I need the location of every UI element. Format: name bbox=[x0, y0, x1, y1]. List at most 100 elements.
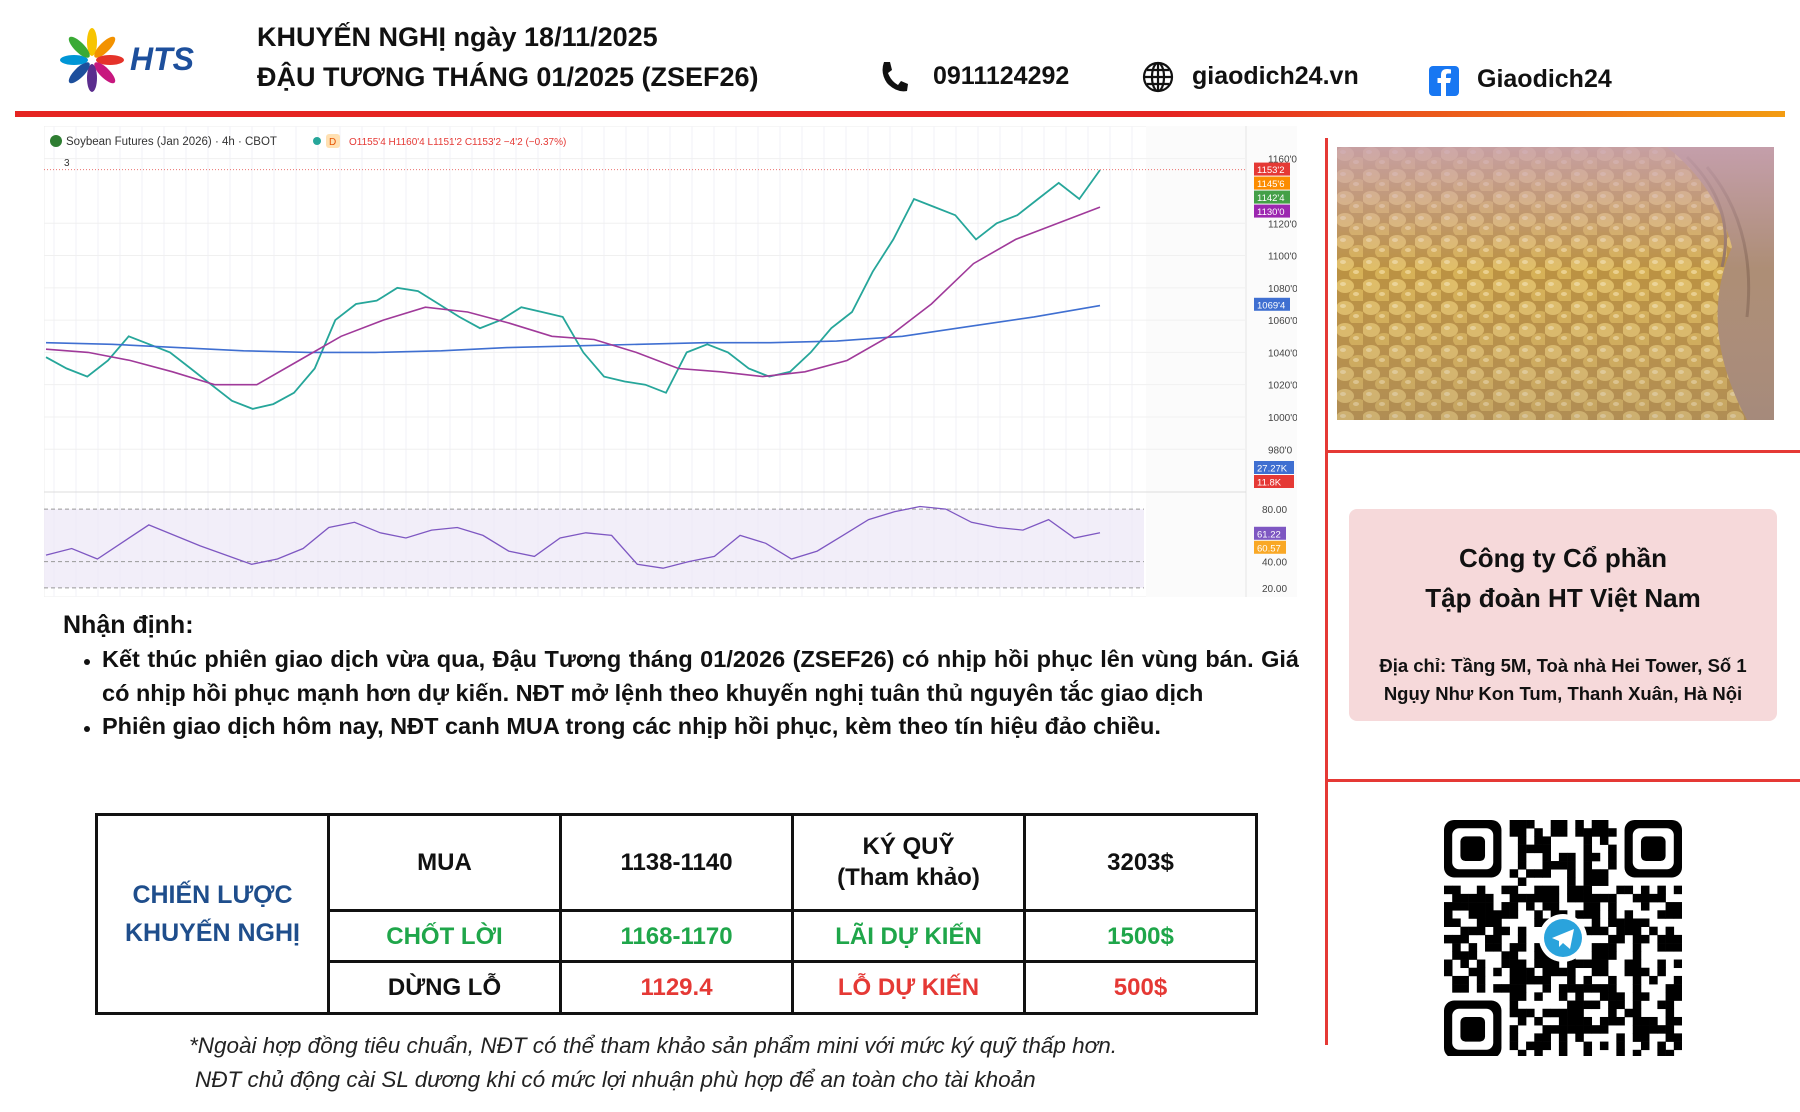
qr-module bbox=[1567, 861, 1576, 870]
qr-module bbox=[1567, 852, 1576, 862]
qr-module bbox=[1608, 910, 1617, 919]
qr-module bbox=[1591, 1000, 1601, 1010]
qr-module bbox=[1542, 844, 1551, 854]
qr-module bbox=[1665, 1008, 1675, 1018]
qr-module bbox=[1476, 910, 1486, 919]
qr-module bbox=[1583, 926, 1593, 936]
cell: LỖ DỰ KIẾN bbox=[791, 960, 1026, 1015]
qr-module bbox=[1542, 1033, 1551, 1042]
qr-module bbox=[1534, 992, 1543, 1001]
qr-module bbox=[1526, 844, 1535, 854]
qr-module bbox=[1665, 934, 1675, 944]
qr-module bbox=[1485, 943, 1494, 952]
qr-module bbox=[1517, 820, 1527, 829]
qr-module bbox=[1534, 828, 1543, 837]
qr-module bbox=[1673, 1041, 1682, 1051]
qr-module bbox=[1673, 984, 1682, 993]
qr-module bbox=[1673, 910, 1682, 919]
qr-module bbox=[1526, 893, 1535, 903]
qr-module bbox=[1558, 967, 1568, 977]
qr-module bbox=[1624, 967, 1634, 977]
qr-module bbox=[1575, 1000, 1584, 1010]
side-divider bbox=[1326, 779, 1800, 782]
qr-module bbox=[1575, 885, 1584, 895]
qr-module bbox=[1608, 902, 1617, 911]
qr-module bbox=[1460, 934, 1469, 944]
qr-module bbox=[1583, 902, 1593, 911]
qr-module bbox=[1567, 877, 1576, 886]
qr-module bbox=[1640, 934, 1650, 944]
qr-module bbox=[1517, 992, 1527, 1001]
y-tick-label: 1160'0 bbox=[1268, 155, 1297, 166]
qr-module bbox=[1608, 934, 1617, 944]
rsi-tick-label: 20.00 bbox=[1262, 584, 1287, 595]
qr-module bbox=[1468, 967, 1478, 977]
qr-module bbox=[1673, 975, 1682, 985]
qr-module bbox=[1632, 984, 1642, 993]
qr-module bbox=[1567, 984, 1576, 993]
qr-module bbox=[1501, 902, 1510, 911]
qr-module bbox=[1444, 967, 1453, 977]
qr-module bbox=[1583, 1016, 1593, 1026]
qr-module bbox=[1517, 861, 1527, 870]
qr-module bbox=[1665, 943, 1675, 952]
qr-module bbox=[1452, 918, 1461, 927]
qr-module bbox=[1534, 893, 1543, 903]
chart-title: Soybean Futures (Jan 2026) · 4h · CBOT bbox=[66, 136, 277, 148]
qr-module bbox=[1673, 885, 1682, 895]
qr-module bbox=[1649, 1025, 1658, 1034]
qr-module bbox=[1444, 959, 1453, 969]
qr-module bbox=[1649, 975, 1658, 985]
qr-module bbox=[1616, 1016, 1625, 1026]
qr-module bbox=[1444, 902, 1453, 911]
qr-module bbox=[1673, 902, 1682, 911]
qr-module bbox=[1640, 885, 1650, 895]
qr-module bbox=[1509, 984, 1519, 993]
qr-module bbox=[1485, 910, 1494, 919]
y-tick-label: 1060'0 bbox=[1268, 316, 1297, 327]
qr-module bbox=[1501, 910, 1510, 919]
qr-module bbox=[1599, 1016, 1609, 1026]
rsi-line bbox=[45, 505, 1101, 569]
qr-module bbox=[1567, 1008, 1576, 1018]
qr-module bbox=[1632, 926, 1642, 936]
qr-module bbox=[1599, 926, 1609, 936]
qr-module bbox=[1485, 893, 1494, 903]
qr-module bbox=[1509, 1025, 1519, 1034]
qr-module bbox=[1460, 893, 1469, 903]
price-label-box bbox=[1254, 204, 1290, 218]
qr-module bbox=[1558, 984, 1568, 993]
ohlc: O1155'4 H1160'4 L1151'2 C1153'2 −4'2 (−0… bbox=[349, 137, 566, 148]
qr-module bbox=[1599, 877, 1609, 886]
analysis-list: Kết thúc phiên giao dịch vừa qua, Đậu Tư… bbox=[80, 643, 1299, 744]
qr-module bbox=[1517, 1049, 1527, 1056]
qr-finder bbox=[1640, 836, 1666, 862]
qr-module bbox=[1665, 1016, 1675, 1026]
price-label: 1145'6 bbox=[1257, 179, 1285, 190]
qr-module bbox=[1542, 1008, 1551, 1018]
qr-module bbox=[1493, 943, 1502, 952]
qr-code bbox=[1444, 820, 1682, 1056]
qr-module bbox=[1444, 918, 1453, 927]
qr-module bbox=[1476, 959, 1486, 969]
qr-module bbox=[1624, 959, 1634, 969]
qr-module bbox=[1550, 893, 1560, 903]
qr-module bbox=[1599, 992, 1609, 1001]
qr-module bbox=[1542, 1025, 1551, 1034]
qr-module bbox=[1542, 984, 1551, 993]
qr-module bbox=[1468, 943, 1478, 952]
qr-module bbox=[1517, 967, 1527, 977]
qr-module bbox=[1575, 910, 1584, 919]
qr-module bbox=[1583, 1025, 1593, 1034]
qr-module bbox=[1509, 1041, 1519, 1051]
footnote: *Ngoài hợp đồng tiêu chuẩn, NĐT có thể t… bbox=[189, 1033, 1118, 1058]
qr-module bbox=[1583, 1000, 1593, 1010]
qr-module bbox=[1558, 1008, 1568, 1018]
price-label-box bbox=[1254, 162, 1290, 176]
qr-module bbox=[1649, 1016, 1658, 1026]
qr-module bbox=[1509, 951, 1519, 960]
qr-module bbox=[1673, 992, 1682, 1001]
qr-module bbox=[1632, 1008, 1642, 1018]
qr-module bbox=[1509, 967, 1519, 977]
qr-module bbox=[1501, 959, 1510, 969]
